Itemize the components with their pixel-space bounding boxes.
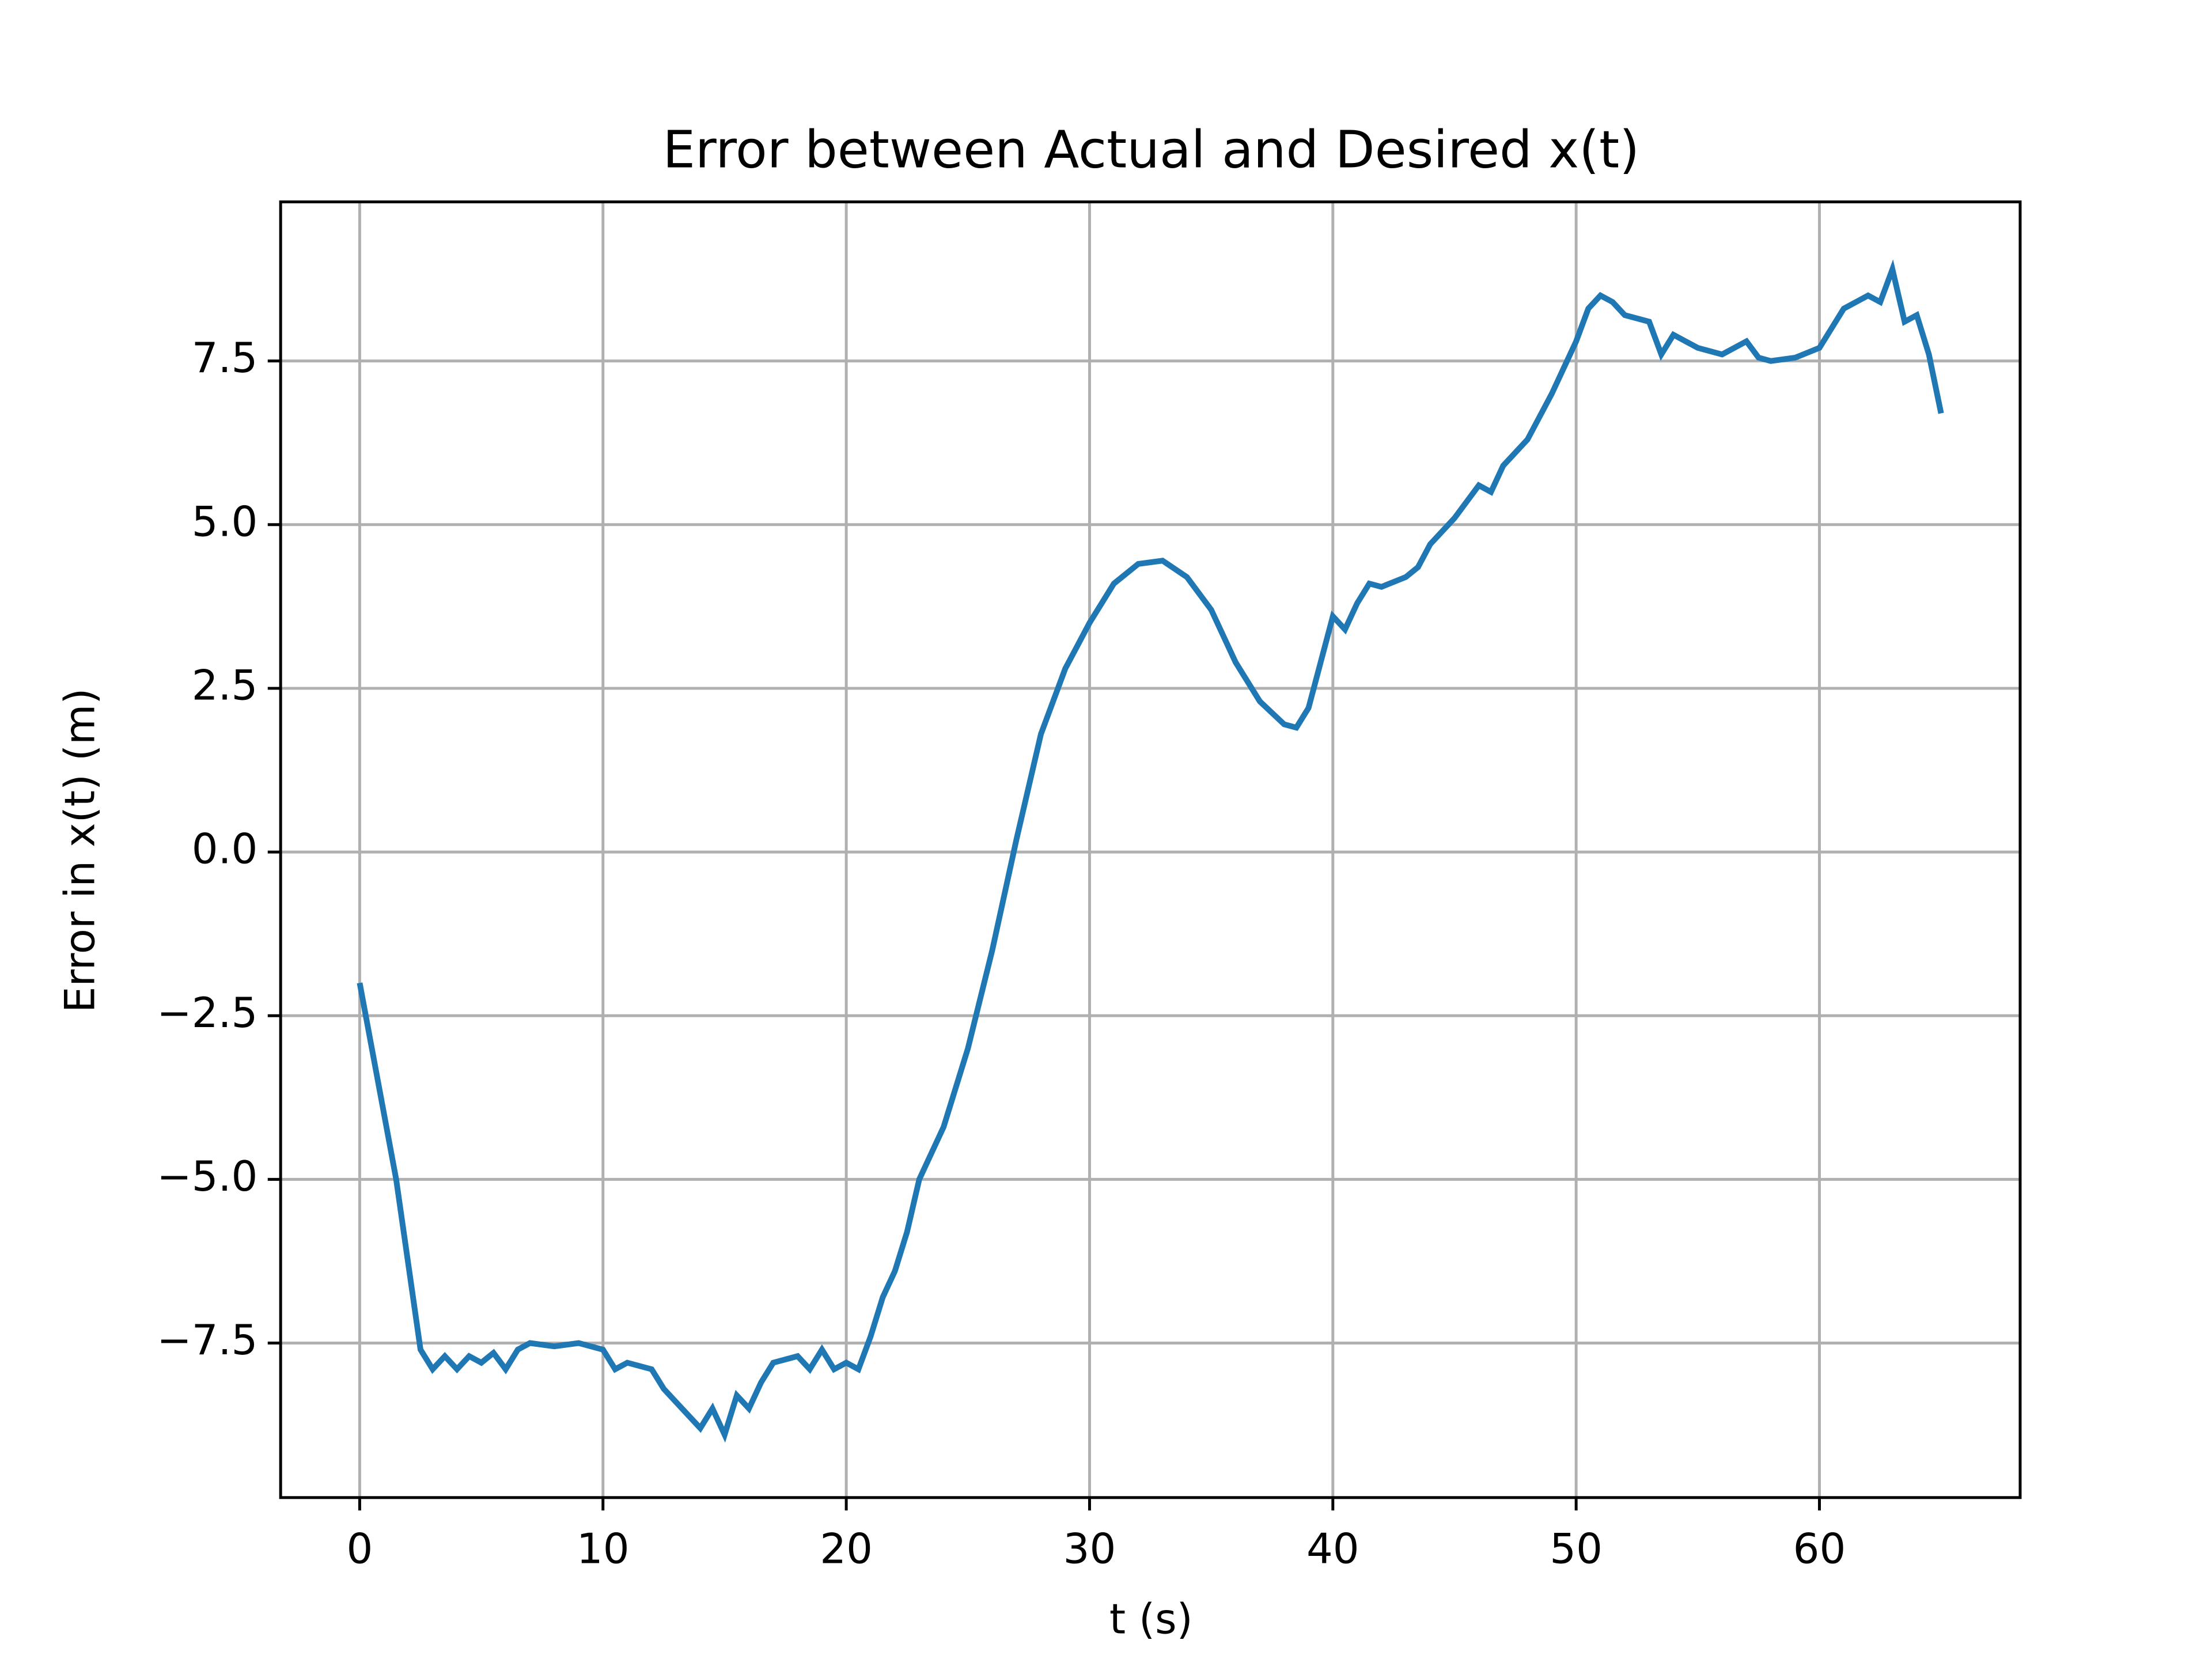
x-tick-label: 0: [346, 1525, 373, 1573]
y-tick-label: 7.5: [192, 334, 258, 382]
x-tick-label: 40: [1306, 1525, 1359, 1573]
x-tick-label: 10: [577, 1525, 630, 1573]
plot-frame: [279, 200, 2022, 1499]
x-tick-label: 30: [1063, 1525, 1116, 1573]
y-tick-label: 5.0: [192, 497, 258, 546]
data-line: [357, 259, 1944, 1443]
y-tick-label: −7.5: [157, 1316, 257, 1364]
x-tick-label: 20: [820, 1525, 873, 1573]
y-tick-label: −5.0: [157, 1152, 257, 1200]
y-tick-label: −2.5: [157, 988, 257, 1037]
x-tick-label: 50: [1550, 1525, 1603, 1573]
y-tick-label: 2.5: [192, 661, 258, 709]
y-axis-label: Error in x(t) (m): [56, 688, 104, 1013]
y-tick-label: 0.0: [192, 825, 258, 873]
chart-title: Error between Actual and Desired x(t): [662, 120, 1639, 180]
x-axis-label: t (s): [1109, 1595, 1193, 1643]
x-tick-label: 60: [1793, 1525, 1846, 1573]
